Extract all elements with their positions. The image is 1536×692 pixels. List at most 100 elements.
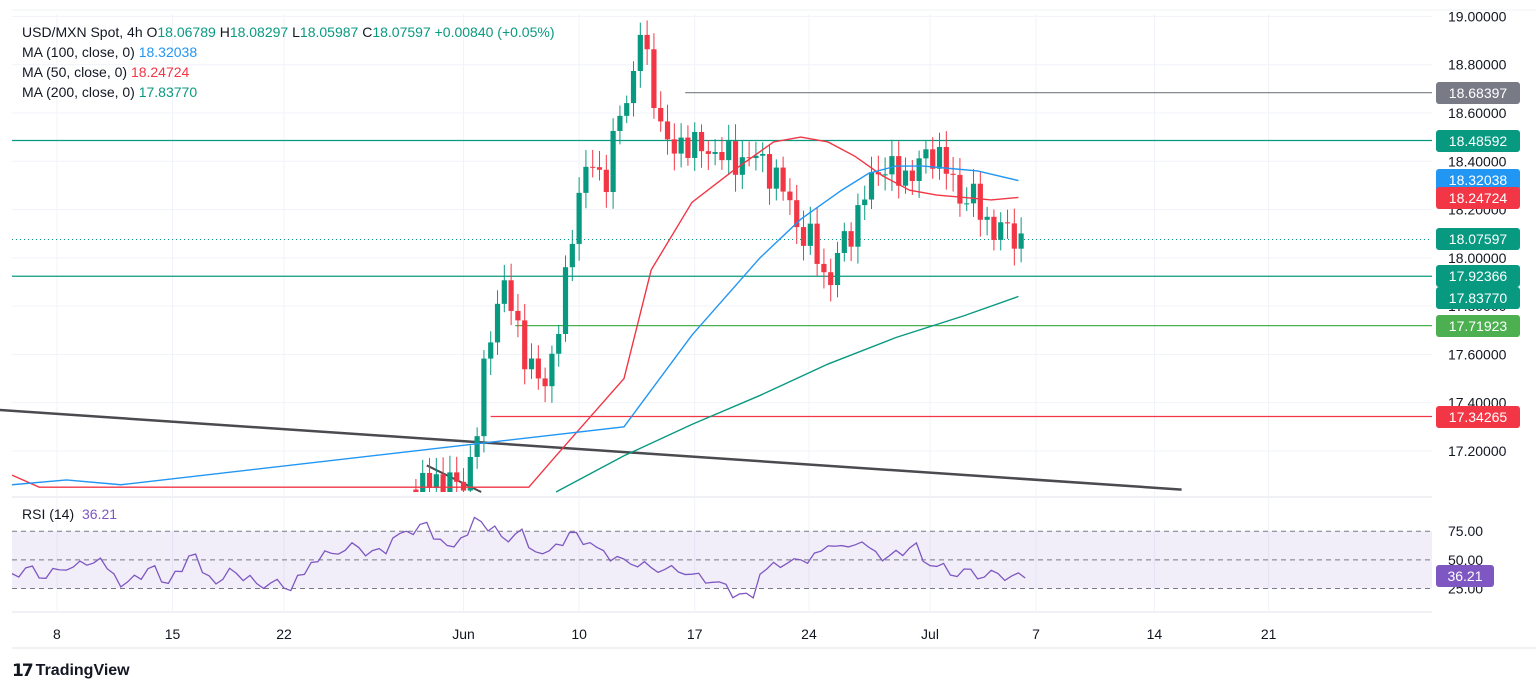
candle-body [1018, 233, 1024, 249]
y-tick-label: 19.00000 [1448, 8, 1507, 24]
candle-body [821, 263, 827, 273]
x-tick-label: Jul [921, 626, 939, 642]
level-tag: 17.71923 [1436, 314, 1520, 337]
candle-body [590, 166, 596, 168]
candle-body [460, 481, 467, 491]
candle-body [440, 474, 446, 492]
ma100-value: 18.32038 [138, 44, 198, 60]
rsi-label: RSI (14) [22, 506, 75, 522]
y-tick-label: 17.60000 [1448, 346, 1507, 362]
tradingview-logo[interactable]: 𝟭𝟳 TradingView [12, 661, 130, 681]
candle-body [454, 472, 460, 482]
candle-body [916, 158, 922, 181]
candle-body [610, 130, 616, 193]
candle-body [828, 272, 834, 286]
open-label: O [146, 24, 158, 40]
candle-body [760, 154, 766, 156]
low-label: L [292, 24, 300, 40]
candle-body [562, 267, 569, 334]
ma-line [555, 295, 1019, 493]
candle-body [583, 166, 589, 193]
candle-body [780, 167, 786, 192]
ma200-legend[interactable]: MA (200, close, 0) 17.83770 [22, 82, 555, 102]
candle-body [773, 167, 779, 189]
y-tick-label: 18.60000 [1448, 105, 1507, 121]
candle-body [909, 170, 915, 181]
candle-body [508, 280, 514, 311]
candle-body [535, 358, 541, 379]
ma50-legend[interactable]: MA (50, close, 0) 18.24724 [22, 62, 555, 82]
level-tag: 18.68397 [1436, 81, 1520, 104]
ma100-legend[interactable]: MA (100, close, 0) 18.32038 [22, 42, 555, 62]
x-tick-label: 8 [53, 626, 61, 642]
candle-body [569, 243, 575, 268]
candle-body [685, 137, 691, 158]
low-value: 18.05987 [299, 24, 359, 40]
candle-body [426, 472, 433, 488]
close-label: C [362, 24, 373, 40]
candle-body [501, 280, 507, 304]
symbol-label[interactable]: USD/MXN Spot, 4h [22, 24, 143, 40]
candle-body [862, 199, 868, 206]
trendline [0, 408, 1182, 491]
candle-body [753, 155, 759, 159]
candle-body [719, 151, 725, 161]
candle-body [678, 137, 684, 154]
candle-body [794, 200, 800, 228]
candle-body [522, 320, 528, 370]
candle-body [984, 216, 990, 220]
ma50-tag: 18.24724 [1436, 187, 1520, 210]
ma50-label: MA (50, close, 0) [22, 64, 128, 80]
candle-body [630, 70, 637, 104]
ma50-value: 18.24724 [130, 64, 190, 80]
candle-body [556, 333, 562, 354]
x-tick-label: Jun [452, 626, 475, 642]
candle-body [664, 121, 671, 140]
x-tick-label: 17 [687, 626, 703, 642]
candle-body [889, 156, 895, 175]
candle-body [732, 141, 739, 175]
candle-body [488, 342, 494, 359]
candle-body [467, 456, 473, 491]
rsi-tick-label: 50.00 [1448, 552, 1483, 568]
candle-body [644, 34, 650, 50]
x-tick-label: 15 [165, 626, 181, 642]
high-value: 18.08297 [229, 24, 289, 40]
x-tick-label: 7 [1032, 626, 1040, 642]
rsi-legend[interactable]: RSI (14) 36.21 [22, 506, 117, 522]
candle-body [494, 303, 501, 343]
candle-body [1011, 223, 1017, 249]
candle-body [848, 231, 854, 247]
candle-body [807, 223, 813, 246]
candle-body [998, 222, 1004, 240]
open-value: 18.06789 [157, 24, 216, 40]
candle-body [515, 310, 521, 321]
level-tag: 17.92366 [1436, 265, 1520, 288]
candle-body [896, 156, 902, 186]
change-value: +0.00840 (+0.05%) [434, 24, 555, 40]
ma200-value: 17.83770 [138, 84, 198, 100]
ma200-label: MA (200, close, 0) [22, 84, 135, 100]
close-value: 18.07597 [372, 24, 431, 40]
candle-body [474, 436, 480, 457]
ma100-label: MA (100, close, 0) [22, 44, 135, 60]
candle-body [528, 358, 535, 370]
ma200-tag: 17.83770 [1436, 287, 1520, 310]
candle-body [841, 231, 847, 253]
candle-body [549, 353, 555, 387]
rsi-tick-label: 75.00 [1448, 523, 1483, 539]
moving-averages [11, 136, 1019, 493]
rsi-line [11, 516, 1026, 600]
candle-body [950, 173, 956, 175]
candle-body [957, 174, 963, 204]
candle-body [658, 108, 664, 122]
candle-body [814, 223, 820, 264]
candle-body [970, 183, 977, 204]
candle-body [576, 192, 582, 244]
brand-name: TradingView [35, 662, 130, 679]
candle-body [692, 131, 698, 158]
ma-line [11, 136, 1019, 488]
level-tag: 18.48592 [1436, 129, 1520, 152]
candle-body [705, 151, 711, 154]
